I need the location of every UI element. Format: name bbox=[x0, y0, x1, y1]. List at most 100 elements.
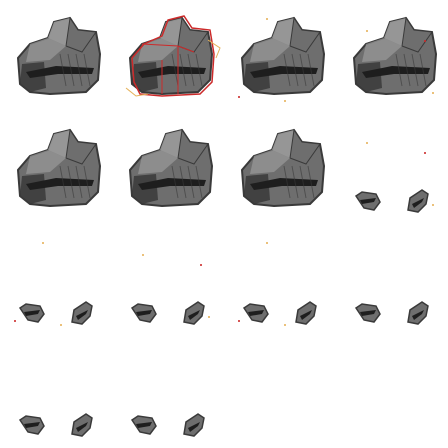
rock-hatch-line bbox=[419, 53, 427, 87]
debris-crack-right bbox=[76, 310, 88, 320]
sparkle-dot bbox=[284, 100, 286, 102]
rock-hatch-line bbox=[171, 53, 179, 87]
debris-sprite bbox=[18, 301, 93, 325]
debris-crack-right bbox=[188, 422, 200, 432]
sparkle-dot bbox=[432, 204, 434, 206]
selection-overlay bbox=[125, 15, 221, 97]
rock-sprite bbox=[240, 16, 326, 96]
sparkle-dot bbox=[266, 18, 268, 20]
sparkle-dot bbox=[238, 320, 240, 322]
rock-hatch-line bbox=[59, 53, 67, 87]
debris-crack-left bbox=[136, 310, 152, 316]
rock-hatch-line bbox=[395, 53, 403, 87]
debris-crack-right bbox=[76, 422, 88, 432]
rock-light-facet bbox=[272, 18, 294, 46]
rock-light-facet bbox=[384, 18, 406, 46]
frame-graphic bbox=[352, 16, 438, 96]
debris-crack-left bbox=[360, 198, 376, 204]
frame-4 bbox=[336, 0, 448, 112]
frame-graphic bbox=[130, 254, 210, 325]
sparkle-dot bbox=[284, 324, 286, 326]
rock-top-facet bbox=[289, 16, 321, 53]
frame-graphic bbox=[354, 301, 429, 325]
rock-hatch-line bbox=[403, 53, 411, 87]
rock-light-facet bbox=[160, 130, 182, 158]
rock-hatch-line bbox=[59, 165, 67, 199]
frame-8 bbox=[336, 112, 448, 224]
selection-glow bbox=[125, 39, 221, 97]
rock-sprite bbox=[128, 128, 214, 208]
frame-graphic bbox=[336, 336, 448, 448]
selection-seams bbox=[141, 43, 195, 94]
frame-graphic bbox=[224, 336, 336, 448]
rock-light-facet bbox=[48, 130, 70, 158]
rock-hatch-line bbox=[299, 165, 307, 199]
sparkle-dot bbox=[42, 242, 44, 244]
rock-top-facet bbox=[177, 16, 209, 53]
rock-hatch-line bbox=[411, 53, 419, 87]
debris-sprite bbox=[354, 189, 429, 213]
sparkle-dot bbox=[60, 324, 62, 326]
rock-mid-facet bbox=[26, 38, 66, 62]
rock-top-facet bbox=[65, 16, 97, 53]
sparkle-dot bbox=[432, 92, 434, 94]
frame-15 bbox=[224, 336, 336, 448]
rock-hatch-line bbox=[195, 165, 203, 199]
sparkle-dot bbox=[142, 254, 144, 256]
debris-crack-right bbox=[412, 198, 424, 208]
rock-top-facet bbox=[289, 128, 321, 165]
frame-graphic bbox=[125, 15, 221, 97]
rock-hatch-line bbox=[307, 53, 315, 87]
debris-sprite bbox=[354, 301, 429, 325]
rock-light-facet bbox=[48, 18, 70, 46]
rock-hatch-line bbox=[75, 165, 83, 199]
debris-crack-right bbox=[188, 310, 200, 320]
rock-hatch-line bbox=[67, 165, 75, 199]
rock-crack bbox=[138, 66, 206, 78]
frame-12 bbox=[336, 224, 448, 336]
frame-graphic bbox=[240, 128, 326, 208]
frame-graphic bbox=[130, 413, 205, 437]
debris-sprite bbox=[18, 413, 93, 437]
frame-5 bbox=[0, 112, 112, 224]
frame-graphic bbox=[238, 16, 326, 102]
rock-crack bbox=[26, 178, 94, 190]
frame-7 bbox=[224, 112, 336, 224]
debris-sprite bbox=[130, 413, 205, 437]
frame-13 bbox=[0, 336, 112, 448]
debris-crack-right bbox=[412, 310, 424, 320]
rock-crack bbox=[250, 66, 318, 78]
frame-graphic bbox=[18, 413, 93, 437]
rock-hatch-line bbox=[187, 165, 195, 199]
sparkle-dot bbox=[208, 316, 210, 318]
rock-hatch-line bbox=[283, 53, 291, 87]
rock-hatch-line bbox=[291, 165, 299, 199]
rock-hatch-line bbox=[179, 53, 187, 87]
rock-crack bbox=[138, 178, 206, 190]
rock-top-facet bbox=[177, 128, 209, 165]
sparkle-dot bbox=[14, 320, 16, 322]
rock-hatch-line bbox=[83, 53, 91, 87]
sparkle-dot bbox=[366, 142, 368, 144]
rock-mid-facet bbox=[26, 150, 66, 174]
frame-6 bbox=[112, 112, 224, 224]
rock-crack bbox=[362, 66, 430, 78]
frame-1 bbox=[0, 0, 112, 112]
rock-hatch-line bbox=[171, 165, 179, 199]
debris-crack-left bbox=[136, 422, 152, 428]
rock-mid-facet bbox=[138, 150, 178, 174]
sparkle-dot bbox=[424, 152, 426, 154]
frame-graphic bbox=[16, 16, 102, 96]
rock-mid-facet bbox=[362, 38, 402, 62]
frame-9 bbox=[0, 224, 112, 336]
selection-outline bbox=[131, 15, 215, 97]
debris-crack-left bbox=[248, 310, 264, 316]
rock-crack bbox=[250, 178, 318, 190]
frame-10 bbox=[112, 224, 224, 336]
frame-3 bbox=[224, 0, 336, 112]
rock-hatch-line bbox=[291, 53, 299, 87]
debris-crack-right bbox=[300, 310, 312, 320]
frame-2 bbox=[112, 0, 224, 112]
rock-hatch-line bbox=[283, 165, 291, 199]
